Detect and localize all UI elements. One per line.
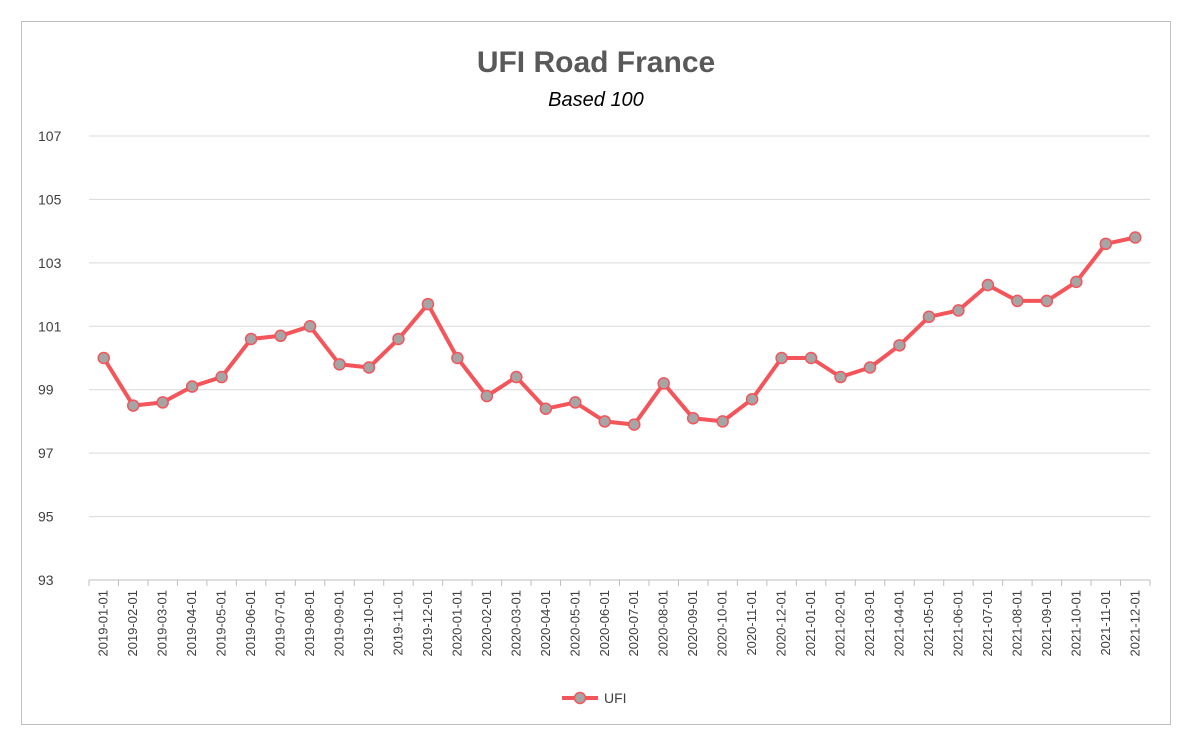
x-tick-label: 2019-06-01	[243, 590, 258, 657]
x-tick-label: 2019-07-01	[273, 590, 288, 657]
data-point	[362, 361, 376, 374]
data-point	[804, 351, 818, 365]
data-point	[1099, 237, 1113, 251]
series-ufi	[97, 231, 1142, 431]
series-line-ufi	[101, 235, 1138, 427]
y-tick-label: 107	[38, 128, 62, 144]
data-point	[922, 310, 936, 324]
x-tick-label: 2020-05-01	[567, 590, 582, 657]
data-point	[716, 415, 729, 428]
data-point	[1070, 275, 1083, 289]
y-tick-label: 95	[38, 509, 54, 525]
data-point	[686, 412, 700, 425]
data-point	[333, 358, 346, 371]
x-tick-label: 2019-08-01	[302, 590, 317, 657]
chart-subtitle: Based 100	[548, 89, 644, 111]
legend-marker-swatch	[573, 691, 587, 705]
y-tick-labels: 93 95 97 99 101 103 105 107	[38, 128, 62, 588]
x-tick-label: 2019-11-01	[390, 590, 405, 656]
x-tick-label: 2019-12-01	[420, 590, 435, 657]
data-point	[126, 399, 140, 412]
data-point	[569, 396, 582, 409]
chart-canvas: UFI Road France Based 100 93 95 97 99 101 103…	[38, 46, 1151, 706]
data-point	[1040, 294, 1054, 308]
chart-frame: UFI Road France Based 100 93 95 97 99 101 103…	[21, 21, 1171, 725]
x-tick-label: 2020-12-01	[774, 590, 789, 657]
x-tick-label: 2020-11-01	[744, 590, 759, 656]
x-tick-label: 2020-01-01	[449, 590, 464, 657]
x-tick-label: 2021-11-01	[1098, 590, 1113, 656]
y-tick-label: 99	[38, 382, 54, 398]
x-tick-label: 2021-03-01	[862, 590, 877, 657]
y-tick-label: 103	[38, 255, 62, 271]
x-tick-label: 2021-02-01	[833, 590, 848, 657]
x-tick-label: 2020-02-01	[479, 590, 494, 657]
x-tick-label: 2020-09-01	[685, 590, 700, 657]
x-tick-label: 2021-06-01	[950, 590, 965, 657]
x-tick-label: 2020-03-01	[508, 590, 523, 657]
data-point	[274, 329, 287, 343]
x-tick-label: 2021-05-01	[921, 590, 936, 657]
x-tick-label: 2020-10-01	[715, 590, 730, 657]
x-tick-label: 2019-09-01	[332, 590, 347, 657]
data-point	[1129, 231, 1142, 244]
x-tick-label: 2019-04-01	[184, 590, 199, 657]
data-point	[834, 370, 847, 384]
legend: UFI	[562, 690, 627, 706]
y-tick-label: 101	[38, 318, 62, 334]
x-tick-label: 2021-07-01	[980, 590, 995, 657]
legend-label-ufi: UFI	[604, 690, 627, 706]
data-point	[480, 389, 494, 403]
x-tick-label: 2020-04-01	[538, 590, 553, 657]
x-tick-label: 2019-02-01	[125, 590, 140, 657]
x-tick-labels: 2019-01-01 2019-02-01 2019-03-01 2019-04-01…	[96, 590, 1143, 657]
data-point	[627, 418, 641, 431]
data-point	[97, 351, 110, 365]
data-point	[775, 351, 788, 365]
x-tick-label: 2019-05-01	[214, 590, 229, 657]
x-tick-label: 2020-08-01	[656, 590, 671, 657]
x-tick-label: 2021-10-01	[1068, 590, 1083, 657]
y-tick-label: 93	[38, 572, 54, 588]
y-tick-label: 97	[38, 445, 54, 461]
data-point	[510, 370, 523, 384]
data-point	[893, 339, 906, 352]
x-tick-label: 2021-08-01	[1009, 590, 1024, 657]
data-point	[1011, 294, 1024, 308]
x-tick-label: 2021-12-01	[1127, 590, 1142, 657]
data-point	[303, 320, 317, 333]
data-point	[745, 392, 759, 406]
x-tick-label: 2020-07-01	[626, 590, 641, 657]
data-point	[539, 402, 553, 415]
x-tick-label: 2019-01-01	[96, 590, 111, 657]
data-point	[215, 370, 228, 384]
y-tick-label: 105	[38, 191, 62, 207]
data-point	[863, 361, 877, 374]
axes	[88, 579, 1151, 586]
gridlines	[89, 135, 1150, 518]
data-point	[657, 377, 670, 390]
data-point	[421, 297, 435, 311]
x-tick-label: 2021-09-01	[1039, 590, 1054, 657]
chart-title: UFI Road France	[477, 46, 715, 79]
data-point	[981, 278, 995, 292]
data-point	[185, 380, 199, 393]
x-tick-label: 2019-10-01	[361, 590, 376, 657]
data-point	[156, 396, 169, 409]
x-tick-label: 2021-04-01	[891, 590, 906, 657]
x-tick-label: 2020-06-01	[597, 590, 612, 657]
data-point	[598, 415, 612, 428]
data-point	[451, 351, 464, 365]
data-point	[952, 304, 965, 317]
data-point	[244, 332, 258, 346]
data-point	[392, 332, 405, 346]
x-tick-label: 2021-01-01	[803, 590, 818, 657]
x-tick-label: 2019-03-01	[155, 590, 170, 657]
